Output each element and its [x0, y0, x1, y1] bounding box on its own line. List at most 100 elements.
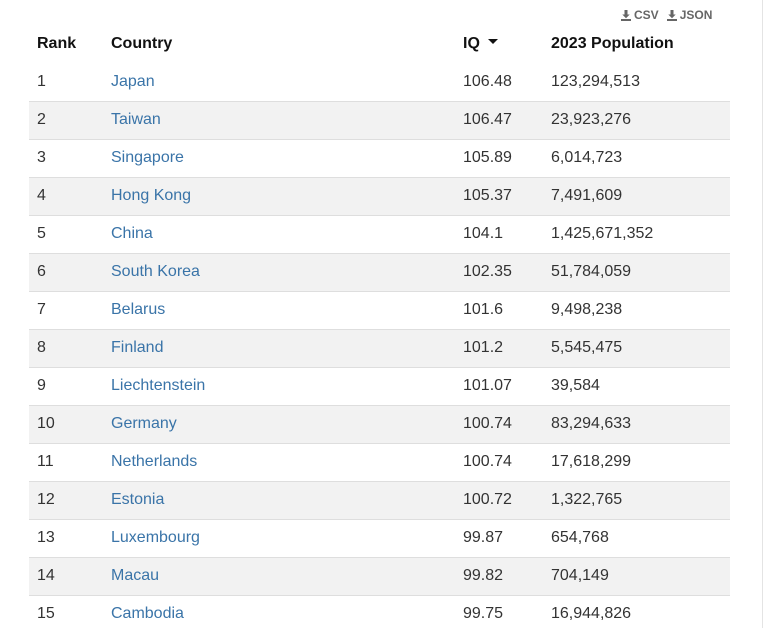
cell-iq: 100.72 — [455, 480, 543, 519]
download-json-label: JSON — [679, 8, 713, 22]
cell-population: 17,618,299 — [543, 442, 730, 481]
cell-rank: 10 — [29, 404, 103, 443]
cell-rank: 5 — [29, 214, 103, 253]
cell-country: Luxembourg — [103, 518, 455, 557]
iq-ranking-table: Rank Country IQ 2023 Population 1 Japan 10… — [29, 25, 730, 628]
cell-country: Germany — [103, 404, 455, 443]
cell-iq: 101.2 — [455, 328, 543, 367]
cell-country: Belarus — [103, 290, 455, 329]
cell-iq: 100.74 — [455, 404, 543, 443]
header-country[interactable]: Country — [103, 25, 455, 63]
table-row: 6 South Korea 102.35 51,784,059 — [29, 252, 730, 291]
cell-country: Taiwan — [103, 100, 455, 139]
cell-country: Macau — [103, 556, 455, 595]
cell-rank: 11 — [29, 442, 103, 481]
cell-country: Cambodia — [103, 594, 455, 628]
cell-population: 5,545,475 — [543, 328, 730, 367]
cell-population: 39,584 — [543, 366, 730, 405]
header-country-label: Country — [111, 35, 173, 52]
table-row: 14 Macau 99.82 704,149 — [29, 556, 730, 595]
country-link[interactable]: China — [111, 225, 153, 242]
download-csv-link[interactable]: CSV — [621, 8, 659, 22]
cell-population: 51,784,059 — [543, 252, 730, 291]
cell-population: 23,923,276 — [543, 100, 730, 139]
cell-country: Finland — [103, 328, 455, 367]
table-row: 13 Luxembourg 99.87 654,768 — [29, 518, 730, 557]
table-row: 12 Estonia 100.72 1,322,765 — [29, 480, 730, 519]
cell-population: 9,498,238 — [543, 290, 730, 329]
cell-population: 83,294,633 — [543, 404, 730, 443]
cell-country: Singapore — [103, 138, 455, 177]
cell-country: South Korea — [103, 252, 455, 291]
cell-population: 1,425,671,352 — [543, 214, 730, 253]
cell-rank: 9 — [29, 366, 103, 405]
country-link[interactable]: Japan — [111, 72, 155, 90]
country-link[interactable]: Hong Kong — [111, 187, 192, 204]
cell-country: China — [103, 214, 455, 253]
header-population[interactable]: 2023 Population — [543, 25, 730, 63]
cell-iq: 100.74 — [455, 442, 543, 481]
table-body: 1 Japan 106.48 123,294,513 2 Taiwan 106.47 23,9… — [29, 63, 730, 628]
cell-iq: 106.48 — [463, 72, 512, 90]
cell-country: Liechtenstein — [103, 366, 455, 405]
cell-rank: 14 — [29, 556, 103, 595]
cell-iq: 102.35 — [455, 252, 543, 291]
country-link[interactable]: Estonia — [111, 491, 165, 508]
download-links: CSV JSON — [621, 8, 712, 22]
cell-country: Hong Kong — [103, 176, 455, 215]
country-link[interactable]: Belarus — [111, 301, 166, 318]
table-row: 15 Cambodia 99.75 16,944,826 — [29, 594, 730, 628]
cell-iq: 101.6 — [455, 290, 543, 329]
cell-rank: 3 — [29, 138, 103, 177]
frame-edge — [762, 0, 763, 628]
country-link[interactable]: Finland — [111, 339, 164, 356]
table-row: 4 Hong Kong 105.37 7,491,609 — [29, 176, 730, 215]
cell-country: Netherlands — [103, 442, 455, 481]
header-population-label: 2023 Population — [551, 35, 674, 52]
table-row: 9 Liechtenstein 101.07 39,584 — [29, 366, 730, 405]
table-row: 10 Germany 100.74 83,294,633 — [29, 404, 730, 443]
table-row: 7 Belarus 101.6 9,498,238 — [29, 290, 730, 329]
country-link[interactable]: Liechtenstein — [111, 377, 206, 394]
cell-rank: 13 — [29, 518, 103, 557]
cell-population: 7,491,609 — [543, 176, 730, 215]
header-iq[interactable]: IQ — [455, 25, 543, 63]
download-csv-label: CSV — [634, 8, 659, 22]
cell-country: Japan — [103, 63, 455, 101]
header-rank[interactable]: Rank — [29, 25, 103, 63]
cell-iq: 105.89 — [455, 138, 543, 177]
caret-down-icon — [487, 39, 498, 45]
cell-population: 654,768 — [543, 518, 730, 557]
country-link[interactable]: Germany — [111, 415, 177, 432]
cell-population: 1,322,765 — [543, 480, 730, 519]
cell-population: 704,149 — [543, 556, 730, 595]
cell-rank: 15 — [29, 594, 103, 628]
table-row: 2 Taiwan 106.47 23,923,276 — [29, 100, 730, 139]
cell-rank: 2 — [29, 100, 103, 139]
table-row: 11 Netherlands 100.74 17,618,299 — [29, 442, 730, 481]
header-iq-label: IQ — [463, 35, 480, 52]
country-link[interactable]: Taiwan — [111, 111, 161, 128]
download-json-link[interactable]: JSON — [666, 8, 713, 22]
cell-rank: 12 — [29, 480, 103, 519]
download-icon — [621, 9, 631, 21]
cell-rank: 4 — [29, 176, 103, 215]
country-link[interactable]: Netherlands — [111, 453, 198, 470]
country-link[interactable]: Singapore — [111, 149, 184, 166]
cell-population: 6,014,723 — [543, 138, 730, 177]
country-link[interactable]: Luxembourg — [111, 529, 200, 546]
cell-iq: 104.1 — [455, 214, 543, 253]
country-link[interactable]: South Korea — [111, 263, 200, 280]
cell-iq: 101.07 — [455, 366, 543, 405]
download-icon — [666, 9, 677, 21]
cell-rank: 6 — [29, 252, 103, 291]
cell-iq: 99.82 — [455, 556, 543, 595]
country-link[interactable]: Cambodia — [111, 605, 184, 623]
cell-population: 16,944,826 — [543, 594, 730, 628]
cell-rank: 8 — [29, 328, 103, 367]
cell-iq: 105.37 — [455, 176, 543, 215]
table-header-row: Rank Country IQ 2023 Population — [29, 25, 730, 63]
header-rank-label: Rank — [37, 35, 77, 52]
table-row: 5 China 104.1 1,425,671,352 — [29, 214, 730, 253]
country-link[interactable]: Macau — [111, 567, 160, 584]
